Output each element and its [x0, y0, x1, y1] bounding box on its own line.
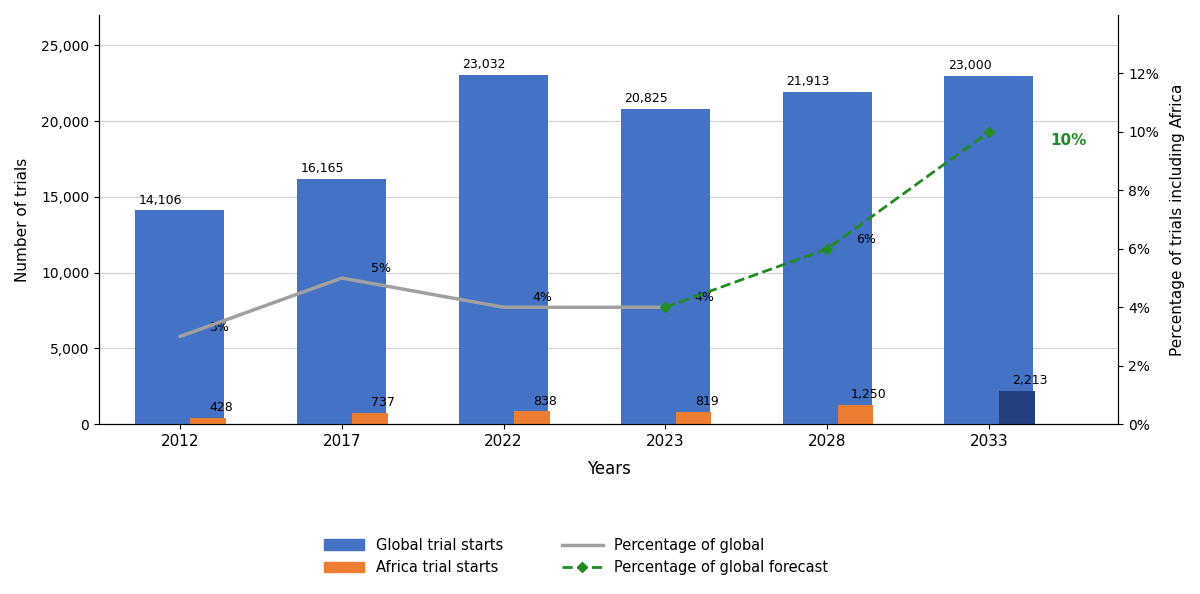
- Bar: [191, 418, 226, 424]
- Bar: [298, 179, 386, 424]
- Text: 819: 819: [695, 395, 719, 408]
- Text: 3%: 3%: [209, 321, 229, 334]
- Bar: [838, 405, 874, 424]
- Text: 4%: 4%: [533, 291, 552, 304]
- Bar: [353, 413, 388, 424]
- Bar: [620, 109, 710, 424]
- Bar: [514, 412, 550, 424]
- Text: 428: 428: [209, 401, 233, 414]
- Bar: [136, 210, 224, 424]
- Text: 21,913: 21,913: [786, 75, 829, 89]
- Text: 16,165: 16,165: [301, 162, 344, 175]
- Bar: [1000, 391, 1036, 424]
- Text: 23,032: 23,032: [462, 58, 506, 71]
- Text: 5%: 5%: [371, 262, 391, 275]
- Text: 6%: 6%: [857, 233, 876, 246]
- Bar: [782, 92, 871, 424]
- Y-axis label: Number of trials: Number of trials: [14, 157, 30, 282]
- Legend: Global trial starts, Africa trial starts, Percentage of global, Percentage of gl: Global trial starts, Africa trial starts…: [318, 532, 834, 581]
- Text: 737: 737: [371, 396, 395, 409]
- X-axis label: Years: Years: [587, 460, 631, 478]
- Bar: [460, 75, 548, 424]
- Y-axis label: Percentage of trials including Africa: Percentage of trials including Africa: [1170, 83, 1186, 356]
- Bar: [676, 412, 712, 424]
- Text: 838: 838: [533, 394, 557, 407]
- Text: 10%: 10%: [1050, 133, 1087, 148]
- Text: 4%: 4%: [695, 291, 714, 304]
- Text: 14,106: 14,106: [139, 194, 182, 207]
- Bar: [944, 75, 1033, 424]
- Text: 23,000: 23,000: [948, 59, 991, 72]
- Text: 2,213: 2,213: [1013, 374, 1048, 387]
- Text: 1,250: 1,250: [851, 388, 887, 402]
- Text: 20,825: 20,825: [624, 92, 668, 105]
